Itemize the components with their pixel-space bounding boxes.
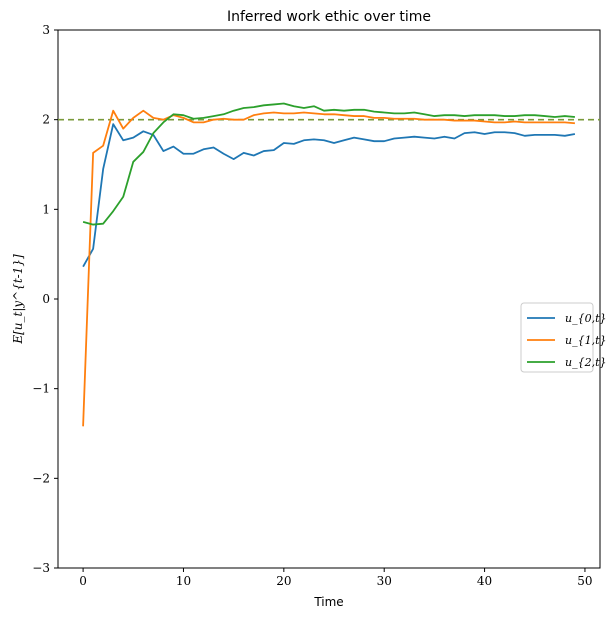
y-tick-label: 3 bbox=[42, 23, 50, 37]
x-tick-label: 10 bbox=[176, 574, 191, 588]
y-tick-label: −3 bbox=[32, 561, 50, 575]
x-tick-label: 0 bbox=[79, 574, 87, 588]
legend-label-1: u_{1,t} bbox=[565, 334, 607, 347]
series-line-2 bbox=[82, 102, 575, 226]
x-tick-label: 50 bbox=[577, 574, 592, 588]
series-line-1 bbox=[82, 109, 575, 427]
y-tick-label: −1 bbox=[32, 382, 50, 396]
legend-label-0: u_{0,t} bbox=[565, 312, 607, 325]
y-tick-label: 2 bbox=[42, 113, 50, 127]
legend-label-2: u_{2,t} bbox=[565, 356, 607, 369]
legend: u_{0,t} u_{1,t} u_{2,t} bbox=[520, 302, 607, 373]
x-tick-label: 20 bbox=[276, 574, 291, 588]
series-group bbox=[82, 102, 576, 427]
series-line-0 bbox=[82, 123, 576, 268]
x-tick-label: 40 bbox=[477, 574, 492, 588]
y-tick-label: −2 bbox=[32, 471, 50, 485]
y-tick-label: 1 bbox=[42, 202, 50, 216]
y-axis-label: E[u_t|y^{t-1}] bbox=[11, 254, 25, 345]
x-axis-label: Time bbox=[313, 595, 343, 609]
chart-title: Inferred work ethic over time bbox=[227, 9, 431, 25]
legend-box bbox=[520, 302, 594, 373]
x-tick-label: 30 bbox=[377, 574, 392, 588]
x-axis-ticks: 0 10 20 30 40 50 bbox=[79, 568, 593, 588]
y-axis-ticks: −3 −2 −1 0 1 2 3 bbox=[32, 23, 58, 575]
y-tick-label: 0 bbox=[42, 292, 50, 306]
